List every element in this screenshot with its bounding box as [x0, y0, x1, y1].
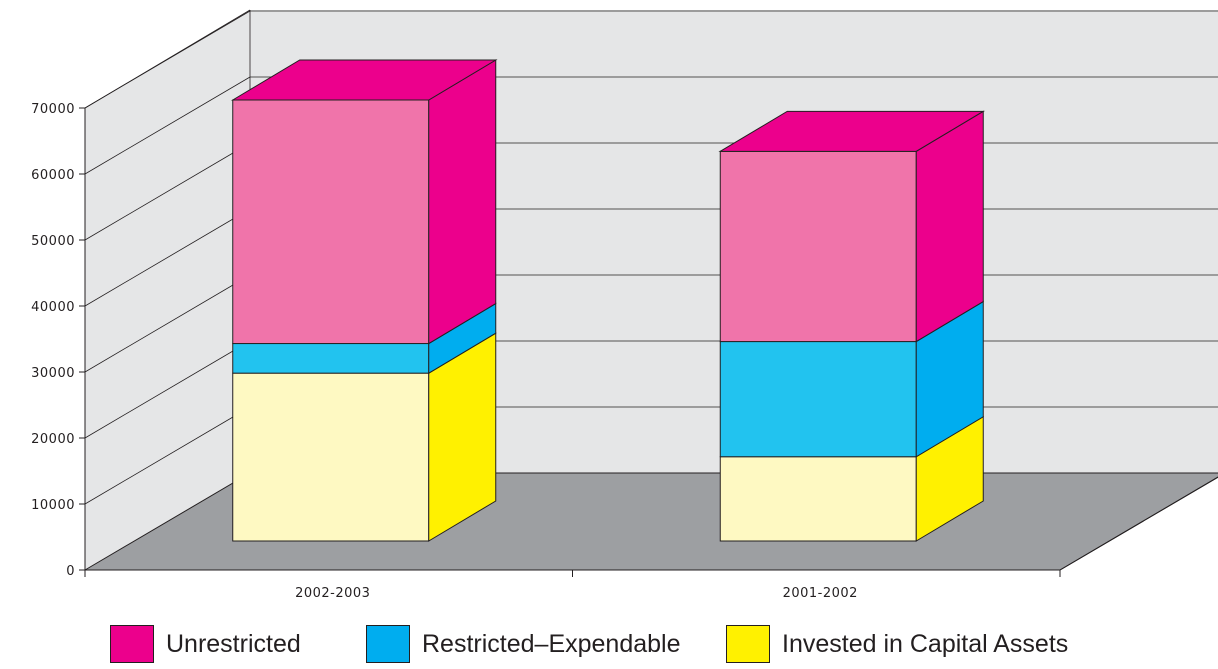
side-gridline [84, 76, 251, 175]
bar-front-1-0 [719, 456, 917, 542]
legend-label-unrestricted: Unrestricted [166, 629, 301, 658]
legend-item-invested-capital-assets: Invested in Capital Assets [726, 622, 1068, 666]
side-gridline [84, 274, 251, 373]
y-tick-label: 10000 [31, 498, 75, 513]
legend-swatch-restricted-expendable [366, 625, 410, 663]
bars [230, 59, 986, 542]
bar-top-1 [718, 110, 986, 152]
stacked-bar-chart: 0 10000 20000 30000 40000 50000 60000 70000 2002… [31, 9, 1218, 601]
x-tick-label: 2002-2003 [295, 586, 370, 601]
legend: Unrestricted Restricted–Expendable Inves… [110, 622, 1210, 666]
bar-front-0-1 [232, 343, 430, 374]
y-tick-label: 20000 [31, 432, 75, 447]
side-gridline [84, 208, 251, 307]
floor-right-edge [1059, 476, 1218, 571]
axes: 0 10000 20000 30000 40000 50000 60000 70000 2002… [31, 9, 1218, 601]
bar-top-0 [230, 59, 498, 101]
bar-front-1-1 [719, 341, 917, 458]
legend-item-restricted-expendable: Restricted–Expendable [366, 622, 681, 666]
y-tick-label: 60000 [31, 168, 75, 183]
y-tick-label: 70000 [31, 102, 75, 117]
legend-label-restricted-expendable: Restricted–Expendable [422, 629, 681, 658]
y-tick-label: 50000 [31, 234, 75, 249]
y-tick-label: 40000 [31, 300, 75, 315]
side-gridline [84, 406, 251, 505]
bar-front-0-2 [232, 99, 430, 345]
side-wall-top-edge [84, 9, 251, 109]
legend-swatch-invested-capital-assets [726, 625, 770, 663]
bar-side-0-2 [428, 59, 497, 345]
y-tick-label: 0 [66, 564, 75, 579]
legend-label-invested-capital-assets: Invested in Capital Assets [782, 629, 1069, 658]
bar-front-1-2 [719, 150, 917, 343]
legend-swatch-unrestricted [110, 625, 154, 663]
side-gridline [84, 340, 251, 439]
legend-item-unrestricted: Unrestricted [110, 622, 301, 666]
x-tick-label: 2001-2002 [783, 586, 858, 601]
y-tick-label: 30000 [31, 366, 75, 381]
side-gridline [84, 142, 251, 241]
bar-front-0-0 [232, 372, 430, 542]
